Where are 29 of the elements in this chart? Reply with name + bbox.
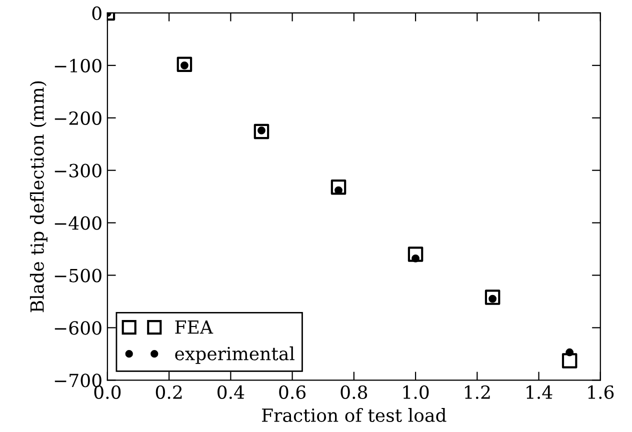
y-tick-label: −500	[54, 268, 102, 282]
x-tick-label: 1.0	[403, 385, 429, 399]
point	[408, 246, 424, 262]
x-tick-label: 1.2	[465, 385, 490, 399]
y-tick-label: −300	[54, 164, 102, 178]
point	[330, 179, 346, 195]
y-tick-label: −100	[54, 58, 102, 73]
x-tick-label: 0.2	[156, 385, 182, 399]
y-tick-label: 0	[92, 6, 102, 20]
x-tick-label: 0.4	[218, 385, 244, 399]
y-tick-label: −200	[54, 111, 102, 125]
x-tick-label: 0.8	[340, 385, 368, 399]
x-tick-label: 0.0	[94, 385, 121, 399]
x-tick-label: 1.4	[526, 385, 552, 399]
y-tick-label: −400	[54, 216, 102, 230]
legend-label: FEA	[175, 320, 214, 334]
y-tick-label: −600	[54, 321, 102, 335]
point	[484, 290, 500, 305]
point	[566, 348, 574, 356]
point	[254, 124, 270, 140]
x-tick-label: 1.6	[588, 385, 614, 399]
point	[412, 254, 420, 262]
x-tick-label: 0.6	[279, 385, 306, 399]
point	[176, 56, 192, 72]
y-axis-title: Blade tip deflection (mm)	[30, 81, 48, 312]
point	[562, 353, 578, 368]
y-tick-label: −700	[54, 374, 102, 388]
x-axis-title: Fraction of test load	[262, 408, 446, 422]
legend-label: experimental	[175, 346, 294, 364]
